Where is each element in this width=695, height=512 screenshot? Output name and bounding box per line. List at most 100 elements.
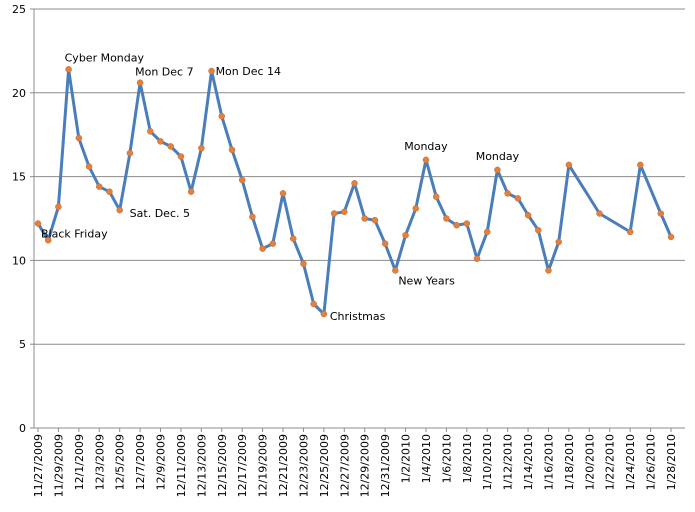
annotations: Black Friday Cyber Monday Sat. Dec. 5 Mon D… bbox=[41, 51, 520, 323]
data-point bbox=[34, 220, 42, 227]
annotation-label: Cyber Monday bbox=[65, 51, 145, 64]
x-tick-label: 1/8/2010 bbox=[461, 434, 474, 483]
data-point bbox=[483, 228, 491, 236]
data-point bbox=[422, 156, 430, 164]
data-point bbox=[177, 153, 185, 160]
x-tick-label: 12/31/2009 bbox=[379, 434, 392, 497]
x-tick-label: 12/21/2009 bbox=[277, 434, 290, 497]
data-point bbox=[279, 190, 287, 197]
series bbox=[34, 66, 675, 318]
x-tick-label: 1/2/2010 bbox=[400, 434, 413, 483]
data-point bbox=[341, 208, 348, 216]
x-tick-label: 12/11/2009 bbox=[175, 434, 188, 497]
data-point bbox=[198, 144, 205, 152]
data-point bbox=[535, 226, 542, 234]
x-tick-label: 1/12/2010 bbox=[502, 434, 515, 490]
data-point bbox=[96, 183, 103, 190]
x-tick-label: 1/4/2010 bbox=[420, 434, 433, 483]
data-point bbox=[626, 228, 634, 236]
x-tick-label: 12/29/2009 bbox=[359, 434, 372, 497]
x-tick-label: 1/6/2010 bbox=[440, 434, 453, 483]
data-point bbox=[330, 210, 338, 217]
data-point bbox=[136, 79, 144, 86]
annotation-label: Monday bbox=[476, 150, 520, 163]
data-point bbox=[126, 149, 134, 157]
x-tick-label: 12/1/2009 bbox=[73, 434, 86, 490]
data-point bbox=[55, 203, 62, 211]
data-point bbox=[320, 310, 328, 318]
x-tick-label: 1/14/2010 bbox=[522, 434, 535, 490]
x-tick-label: 12/23/2009 bbox=[297, 434, 310, 497]
data-point bbox=[116, 206, 123, 214]
annotation-label: Mon Dec 14 bbox=[216, 65, 281, 78]
series-line bbox=[36, 67, 673, 316]
x-tick-label: 12/5/2009 bbox=[114, 434, 127, 490]
data-point bbox=[596, 210, 603, 217]
data-point bbox=[473, 255, 481, 262]
data-point bbox=[504, 190, 511, 197]
data-point bbox=[249, 213, 256, 221]
x-tick-label: 1/16/2010 bbox=[542, 434, 555, 490]
x-tick-label: 1/20/2010 bbox=[583, 434, 596, 490]
data-point bbox=[75, 134, 83, 142]
data-point bbox=[238, 176, 246, 184]
x-tick-label: 1/24/2010 bbox=[624, 434, 637, 490]
data-point bbox=[412, 205, 420, 212]
y-tick-label: 20 bbox=[12, 87, 26, 100]
data-point bbox=[514, 195, 522, 202]
data-point bbox=[85, 163, 93, 170]
data-point bbox=[106, 188, 113, 195]
data-point bbox=[167, 143, 174, 150]
data-point bbox=[147, 128, 154, 135]
data-point bbox=[463, 220, 471, 227]
y-tick-labels: 0 5 10 15 20 25 bbox=[12, 3, 26, 435]
x-tick-label: 11/29/2009 bbox=[52, 434, 65, 497]
x-tick-label: 12/13/2009 bbox=[195, 434, 208, 497]
data-point bbox=[524, 211, 532, 219]
data-point bbox=[657, 210, 665, 217]
x-tick-label: 12/25/2009 bbox=[318, 434, 331, 497]
x-tick-labels: 11/27/2009 11/29/2009 12/1/2009 12/3/2009 12… bbox=[32, 434, 678, 497]
data-point bbox=[432, 193, 440, 200]
y-tick-label: 15 bbox=[12, 171, 26, 184]
x-tick-label: 12/3/2009 bbox=[93, 434, 106, 490]
x-tick-label: 12/27/2009 bbox=[338, 434, 351, 497]
x-tick-label: 12/15/2009 bbox=[216, 434, 229, 497]
annotation-label: Monday bbox=[404, 140, 448, 153]
data-point bbox=[443, 215, 450, 222]
x-tick-label: 11/27/2009 bbox=[32, 434, 45, 497]
x-tick-label: 1/22/2010 bbox=[604, 434, 617, 490]
data-point bbox=[228, 146, 236, 154]
data-point bbox=[351, 180, 358, 187]
data-point bbox=[269, 240, 277, 247]
data-point bbox=[65, 66, 72, 73]
annotation-label: Christmas bbox=[330, 310, 386, 323]
axes bbox=[30, 8, 685, 432]
data-point bbox=[381, 240, 389, 247]
y-tick-label: 25 bbox=[12, 3, 26, 16]
annotation-label: Mon Dec 7 bbox=[135, 66, 193, 79]
data-point bbox=[300, 260, 307, 268]
x-tick-label: 12/17/2009 bbox=[236, 434, 249, 497]
y-tick-label: 10 bbox=[12, 254, 26, 267]
data-point bbox=[44, 237, 52, 244]
x-tick-label: 1/28/2010 bbox=[665, 434, 678, 490]
data-point bbox=[555, 238, 562, 246]
y-tick-label: 5 bbox=[19, 338, 26, 351]
data-point bbox=[371, 216, 379, 224]
x-tick-label: 1/18/2010 bbox=[563, 434, 576, 490]
annotation-label: Black Friday bbox=[41, 228, 108, 241]
data-point bbox=[187, 188, 195, 195]
x-tick-label: 1/10/2010 bbox=[481, 434, 494, 490]
annotation-label: Sat. Dec. 5 bbox=[130, 207, 190, 220]
data-point bbox=[208, 67, 215, 75]
data-point bbox=[494, 166, 501, 174]
data-point bbox=[565, 161, 573, 169]
x-tick-label: 1/26/2010 bbox=[645, 434, 658, 490]
data-point bbox=[392, 267, 399, 274]
data-point bbox=[453, 221, 460, 229]
y-tick-label: 0 bbox=[19, 422, 26, 435]
data-point bbox=[310, 300, 317, 308]
annotation-label: New Years bbox=[398, 274, 455, 287]
